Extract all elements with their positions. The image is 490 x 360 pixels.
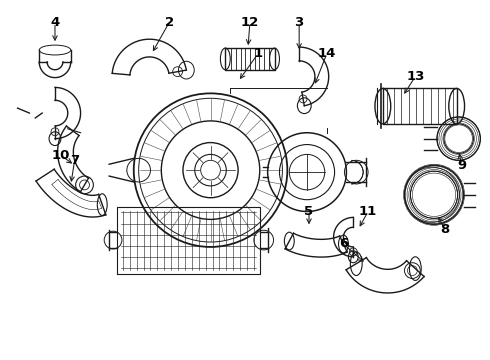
Text: 11: 11 (359, 205, 377, 218)
Text: 5: 5 (304, 205, 314, 218)
Text: 12: 12 (241, 16, 259, 29)
Text: 8: 8 (440, 223, 449, 236)
Text: 6: 6 (339, 238, 348, 251)
Text: 3: 3 (294, 16, 304, 29)
Text: 10: 10 (52, 149, 70, 162)
Text: 7: 7 (70, 154, 79, 167)
Text: 2: 2 (165, 16, 174, 29)
Text: 4: 4 (50, 16, 60, 29)
Text: 9: 9 (457, 159, 466, 172)
Text: 14: 14 (318, 48, 336, 60)
Text: 1: 1 (253, 48, 262, 60)
Text: 13: 13 (406, 70, 424, 83)
